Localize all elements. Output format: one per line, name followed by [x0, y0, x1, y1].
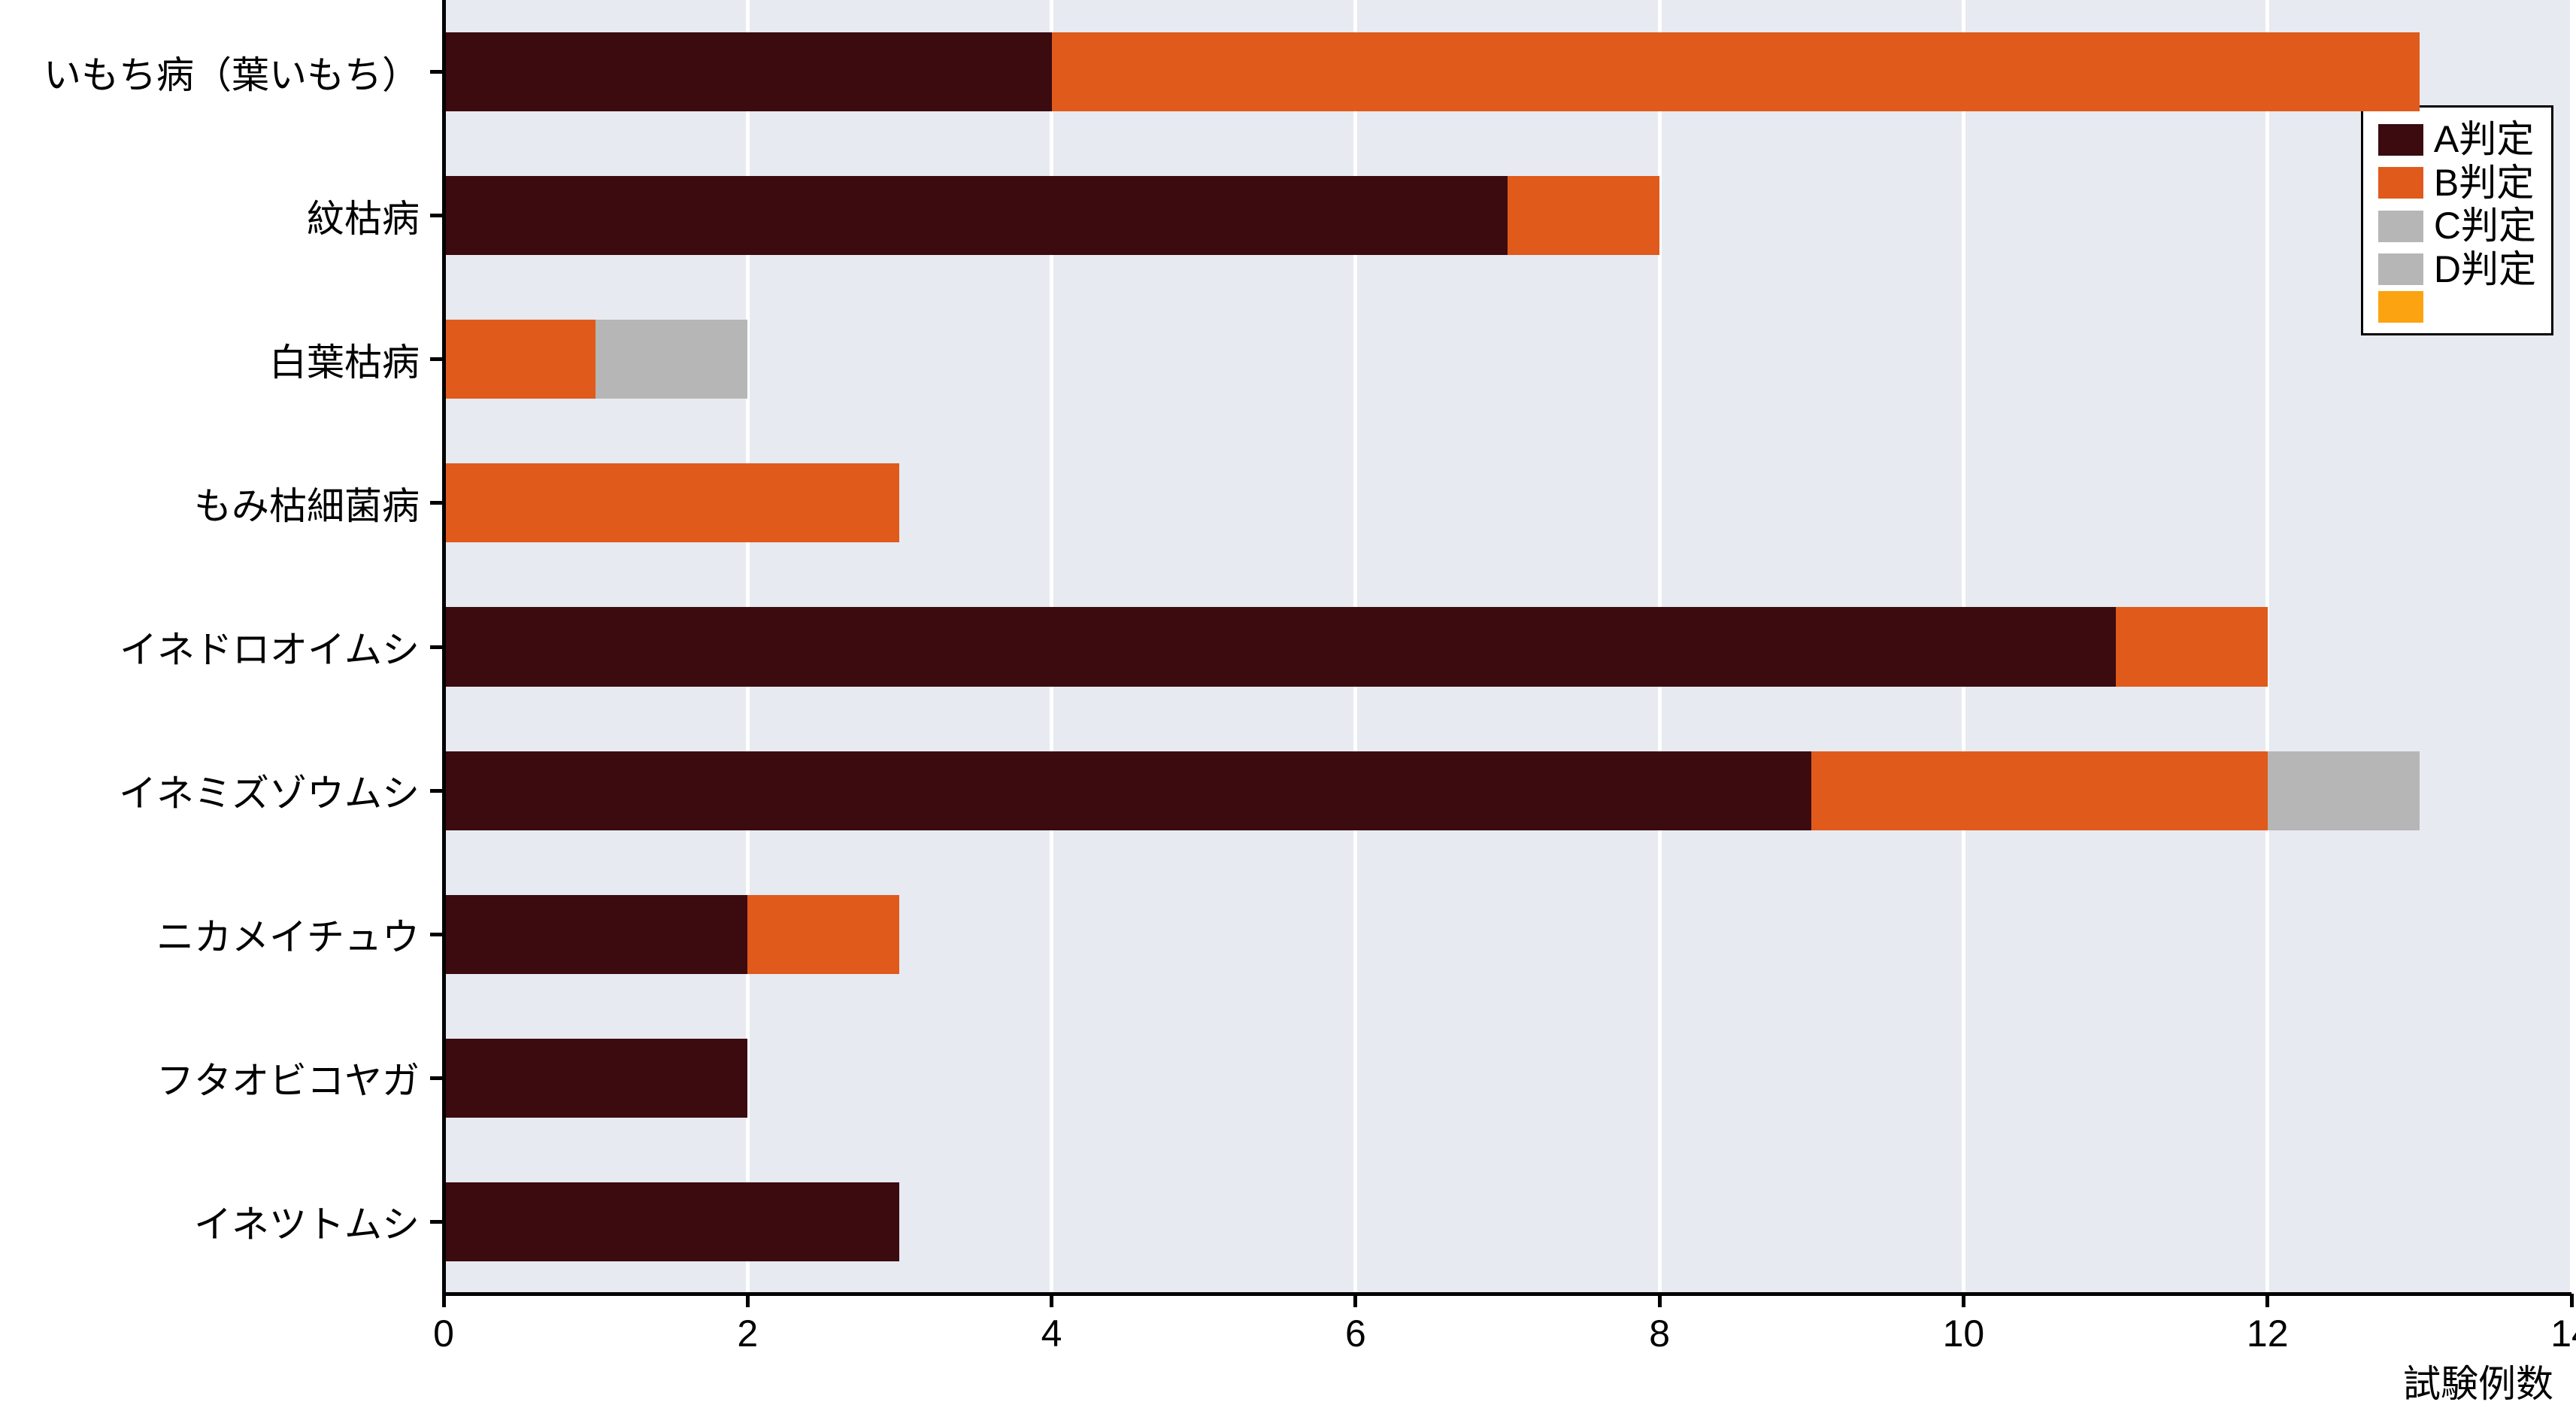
legend-label: A判定: [2434, 118, 2534, 162]
bar-segment: [2116, 607, 2268, 686]
y-tick-label: イネツトムシ: [194, 1194, 420, 1249]
legend-item: D判定: [2378, 248, 2536, 292]
y-tick-label: もみ枯細菌病: [194, 476, 420, 530]
y-tick: [430, 789, 444, 793]
legend-swatch: [2378, 253, 2423, 285]
chart-container: A判定B判定C判定D判定 試験例数 02468101214いもち病（葉いもち）紋…: [0, 0, 2576, 1372]
legend-label: C判定: [2434, 205, 2536, 248]
x-axis-line: [444, 1292, 2571, 1296]
legend-item: C判定: [2378, 205, 2536, 248]
x-tick-label: 12: [2247, 1312, 2289, 1355]
bar-segment: [1052, 32, 2420, 111]
x-tick-label: 2: [737, 1312, 758, 1355]
bar-segment: [444, 751, 1811, 830]
y-tick: [430, 1076, 444, 1080]
legend-item: A判定: [2378, 118, 2536, 162]
y-tick-label: イネミズゾウムシ: [119, 763, 420, 818]
x-tick-label: 0: [433, 1312, 454, 1355]
bar-segment: [444, 176, 1508, 255]
y-tick: [430, 357, 444, 361]
bar-segment: [444, 320, 596, 399]
x-tick: [1962, 1294, 1965, 1307]
y-tick-label: いもち病（葉いもち）: [44, 45, 420, 99]
legend-label: B判定: [2434, 162, 2534, 205]
grid-line: [2570, 0, 2574, 1294]
y-tick: [430, 933, 444, 936]
y-tick-label: 紋枯病: [307, 189, 420, 243]
y-tick-label: フタオビコヤガ: [156, 1051, 420, 1105]
bar-segment: [444, 1039, 747, 1118]
bar-segment: [1811, 751, 2267, 830]
bar-segment: [444, 607, 2116, 686]
bar-segment: [747, 895, 899, 974]
x-tick: [1353, 1294, 1357, 1307]
bar-segment: [444, 32, 1052, 111]
x-tick-label: 4: [1041, 1312, 1062, 1355]
bar-segment: [444, 463, 899, 542]
x-tick-label: 6: [1345, 1312, 1366, 1355]
legend-item: B判定: [2378, 162, 2536, 205]
legend: A判定B判定C判定D判定: [2361, 105, 2553, 335]
x-tick: [1050, 1294, 1053, 1307]
bar-segment: [596, 320, 747, 399]
x-tick: [2570, 1294, 2574, 1307]
bar-segment: [444, 1182, 899, 1261]
legend-swatch: [2378, 124, 2423, 156]
x-tick: [746, 1294, 750, 1307]
x-tick-label: 8: [1649, 1312, 1670, 1355]
x-tick: [1658, 1294, 1662, 1307]
y-tick: [430, 214, 444, 217]
x-tick-label: 14: [2550, 1312, 2576, 1355]
x-tick: [2265, 1294, 2269, 1307]
y-tick-label: 白葉枯病: [269, 332, 420, 387]
x-axis-label: 試験例数: [2403, 1354, 2553, 1408]
x-tick: [442, 1294, 446, 1307]
y-tick: [430, 645, 444, 649]
bar-segment: [444, 895, 747, 974]
x-tick-label: 10: [1943, 1312, 1985, 1355]
y-tick-label: ニカメイチュウ: [156, 907, 420, 961]
y-tick: [430, 501, 444, 505]
legend-item: [2378, 291, 2536, 323]
legend-swatch: [2378, 211, 2423, 242]
bar-segment: [1508, 176, 1659, 255]
legend-label: D判定: [2434, 248, 2536, 292]
legend-swatch: [2378, 291, 2423, 323]
y-tick: [430, 1220, 444, 1224]
legend-swatch: [2378, 167, 2423, 199]
y-tick: [430, 70, 444, 74]
y-tick-label: イネドロオイムシ: [120, 620, 420, 674]
bar-segment: [2268, 751, 2420, 830]
